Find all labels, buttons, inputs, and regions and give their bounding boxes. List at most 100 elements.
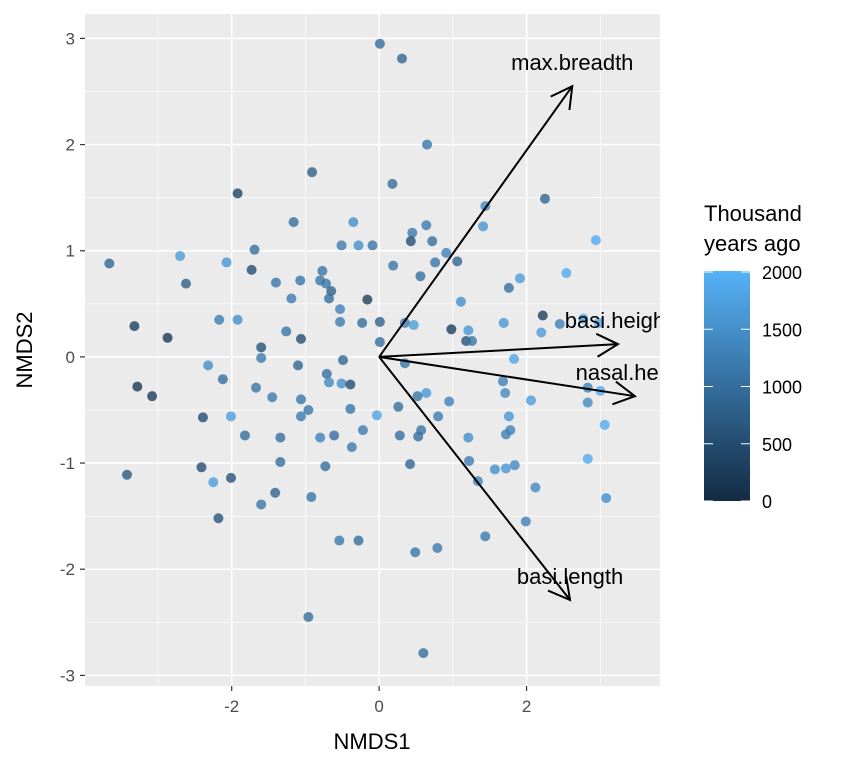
data-point [405,236,416,247]
data-point [225,472,236,483]
data-point [275,432,286,443]
data-point [537,310,548,321]
y-axis-label: NMDS2 [12,311,37,388]
y-tick-label: -2 [60,560,75,579]
data-point [315,432,326,443]
data-point [321,278,332,289]
data-point [520,516,531,527]
data-point [175,251,186,262]
data-point [455,296,466,307]
data-point [306,492,317,503]
data-point [335,316,346,327]
data-point [324,377,335,388]
data-point [338,355,349,366]
data-point [321,368,332,379]
data-point [421,387,432,398]
data-point [357,317,368,328]
data-point [601,493,612,504]
data-point [367,240,378,251]
colorbar-tick-label: 1500 [762,320,802,340]
data-point [413,431,424,442]
data-point [433,411,444,422]
data-point [422,139,433,150]
vector-arrowhead [612,380,637,406]
data-point [489,464,500,475]
data-point [582,397,593,408]
vectors-layer: max.breadth basi.height nasal.height basi.l… [378,50,660,602]
data-point [590,235,601,246]
data-point [525,395,536,406]
data-point [478,221,489,232]
data-point [225,411,236,422]
data-point [554,318,565,329]
colorbar-tick-label: 500 [762,435,792,455]
data-point [452,256,463,267]
data-point [408,320,419,331]
y-tick-label: 2 [66,136,75,155]
data-point [348,217,359,228]
data-point [208,477,219,488]
data-point [275,457,286,467]
data-point [441,247,452,258]
axes: -2 0 2 -3 -2 -1 0 1 2 3 [60,29,531,716]
data-point [281,326,292,337]
data-point [371,410,382,421]
data-point [578,313,589,324]
data-point [498,317,509,328]
data-point [270,277,281,288]
points-layer [104,38,612,659]
data-point [232,314,243,325]
data-point [122,469,133,480]
data-point [324,293,335,304]
legend: Thousand years ago 0 500 1000 1500 2000 [704,201,802,512]
data-point [239,430,250,441]
data-point [418,648,429,659]
data-point [509,354,520,365]
data-point [217,374,228,385]
data-point [295,333,306,344]
vector-arrowhead [550,84,574,111]
data-point [374,316,385,327]
vector-arrowhead [595,332,621,358]
data-point [374,38,385,49]
data-point [463,325,474,336]
data-point [286,293,297,304]
data-point [464,455,475,466]
data-point [246,264,257,275]
data-point [388,260,399,271]
data-point [421,220,432,231]
data-point [270,487,281,498]
data-point [530,482,541,493]
colorbar-tick-label: 1000 [762,378,802,398]
colorbar-tick-label: 2000 [762,263,802,283]
data-point [430,257,441,268]
data-point [295,394,306,405]
colorbar-tick-label: 0 [762,492,772,512]
data-point [132,381,143,392]
y-tick-label: 3 [66,29,75,48]
data-point [593,317,604,328]
data-point [394,430,405,441]
data-point [497,376,508,387]
plot-panel [85,14,660,686]
data-point [317,265,328,276]
data-point [446,324,457,335]
y-tick-label: -1 [60,454,75,473]
data-point [345,403,356,414]
data-point [251,382,262,393]
data-point [129,321,140,332]
vector-arrow [379,343,619,358]
data-point [221,257,232,268]
data-point [180,278,191,289]
data-point [249,244,260,255]
data-point [540,193,550,204]
data-point [561,268,572,279]
grid-lines [85,14,660,686]
data-point [336,378,347,389]
data-point [463,432,474,443]
vector-arrowhead [547,576,572,602]
data-point [393,401,404,412]
x-tick-label: 2 [522,697,531,716]
data-point [503,282,514,293]
